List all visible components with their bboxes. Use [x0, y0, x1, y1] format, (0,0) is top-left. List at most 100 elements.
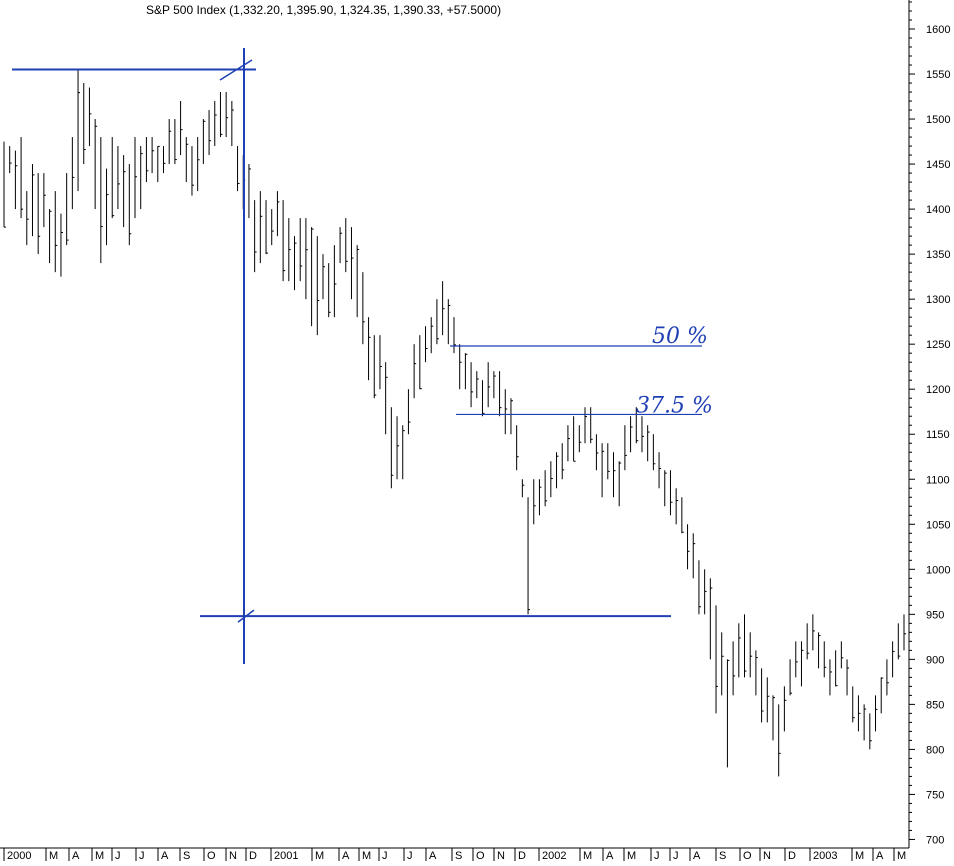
price-bar	[721, 632, 724, 696]
y-tick-label: 1600	[926, 24, 950, 36]
price-bar	[214, 101, 217, 147]
price-bar	[43, 173, 46, 228]
price-bar	[66, 173, 69, 246]
price-bar	[100, 137, 103, 264]
price-bar	[800, 641, 804, 687]
price-bar	[128, 164, 132, 246]
price-bar	[356, 245, 360, 318]
x-tick-label: A	[72, 850, 80, 861]
y-tick-label: 1050	[926, 519, 950, 531]
price-bar	[823, 641, 827, 678]
x-tick-label: D	[788, 850, 796, 861]
price-bar	[259, 191, 263, 264]
price-bar	[846, 659, 850, 696]
price-bar	[612, 452, 616, 498]
price-bar	[208, 110, 212, 156]
price-bar	[687, 524, 690, 570]
price-bar	[248, 164, 251, 219]
price-bar	[288, 218, 291, 282]
chart-title: S&P 500 Index (1,332.20, 1,395.90, 1,324…	[146, 3, 501, 17]
price-bar	[225, 92, 229, 138]
price-bar	[669, 470, 673, 516]
annotations: 50 % 37.5 %	[12, 48, 713, 664]
price-bar	[715, 605, 719, 714]
price-bar	[276, 191, 280, 237]
x-tick-label: 2001	[274, 850, 298, 861]
price-bar	[339, 227, 343, 264]
price-bar	[9, 146, 12, 174]
x-tick-label: M	[583, 850, 592, 861]
price-bar	[396, 416, 400, 480]
y-tick-label: 750	[926, 789, 944, 801]
price-bar	[60, 213, 63, 277]
price-bar	[875, 695, 878, 732]
price-bar	[829, 659, 832, 696]
corner-mark	[219, 59, 253, 81]
price-bar	[749, 632, 753, 678]
price-bar	[795, 641, 798, 678]
price-bar	[134, 137, 138, 219]
price-bar	[180, 101, 183, 156]
price-bar	[761, 668, 764, 723]
y-tick-label: 700	[926, 834, 944, 846]
x-tick-label: M	[362, 850, 371, 861]
x-tick-label: M	[897, 850, 906, 861]
price-bar	[584, 407, 588, 444]
price-bar	[726, 659, 730, 768]
x-tick-label: 2002	[542, 850, 566, 861]
x-tick-label: J	[407, 850, 413, 861]
x-tick-label: M	[855, 850, 864, 861]
price-bar	[26, 191, 29, 246]
x-axis: 2000 M A M J J A S O N D 2001 M A M J J A S O N D 2002 M A M J J A S O…	[0, 847, 909, 862]
price-bar	[345, 218, 348, 273]
price-bar	[561, 443, 565, 480]
x-tick-label: D	[249, 850, 257, 861]
price-bar	[521, 479, 525, 498]
x-tick-label: 2000	[7, 850, 31, 861]
price-bar	[778, 704, 781, 777]
x-tick-label: A	[161, 850, 169, 861]
price-bar	[425, 326, 428, 363]
price-bar	[413, 344, 417, 399]
price-bar	[294, 236, 297, 291]
price-bar	[772, 695, 775, 741]
price-bar	[869, 713, 872, 750]
x-tick-label: M	[95, 850, 104, 861]
price-bar	[806, 623, 810, 660]
x-tick-label: N	[229, 850, 237, 861]
price-bar	[237, 146, 240, 192]
price-bar	[738, 623, 741, 678]
price-bars	[3, 69, 906, 777]
y-axis: 1600 1550 1500 1450 1400 1350 1300 1250 1200 1150…	[908, 0, 950, 848]
price-bar	[31, 164, 35, 237]
price-bar	[49, 209, 52, 264]
price-bar	[493, 371, 496, 399]
price-bar	[368, 317, 371, 381]
x-tick-label: J	[382, 850, 388, 861]
price-bar	[83, 83, 86, 165]
price-bar	[88, 87, 92, 147]
price-bar	[402, 425, 405, 480]
price-bar	[20, 137, 24, 219]
x-tick-label: J	[654, 850, 660, 861]
price-bar	[818, 632, 821, 669]
y-tick-label: 1300	[926, 294, 950, 306]
price-bar	[601, 443, 605, 498]
y-tick-label: 1350	[926, 249, 950, 261]
price-bar	[635, 407, 639, 444]
price-bar	[692, 533, 696, 579]
x-tick-label: S	[183, 850, 190, 861]
y-tick-label: 900	[926, 654, 944, 666]
price-bar	[897, 623, 901, 660]
price-bar	[641, 416, 644, 453]
price-bar	[140, 146, 143, 210]
price-bar	[442, 281, 445, 336]
price-bar	[390, 407, 394, 489]
price-bar	[407, 389, 411, 435]
price-bar	[111, 137, 115, 219]
price-bar	[37, 173, 41, 255]
price-bar	[630, 416, 633, 453]
x-tick-label: O	[207, 850, 216, 861]
price-bar	[789, 659, 793, 696]
price-bar	[766, 677, 770, 723]
